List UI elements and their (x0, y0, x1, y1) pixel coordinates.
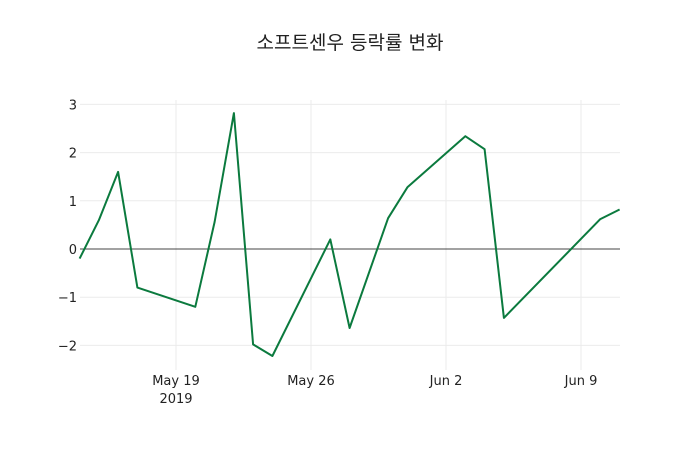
data-series (78, 112, 621, 357)
series-line (78, 112, 621, 357)
y-tick-label: 0 (69, 243, 77, 258)
x-tick-label: May 19 (152, 374, 200, 389)
y-tick-label: 1 (69, 195, 77, 210)
x-axis: May 19 2019 May 26 Jun 2 Jun 9 (152, 374, 597, 407)
gridlines (80, 100, 620, 370)
y-tick-label: −1 (58, 291, 77, 306)
x-tick-label: Jun 9 (564, 374, 598, 389)
x-tick-label: May 26 (287, 374, 335, 389)
y-tick-label: −2 (58, 339, 77, 354)
x-tick-label: Jun 2 (429, 374, 463, 389)
y-tick-label: 3 (69, 98, 77, 113)
y-axis: 3 2 1 0 −1 −2 (58, 98, 77, 354)
chart-title: 소프트센우 등락률 변화 (256, 32, 444, 54)
x-tick-year: 2019 (159, 392, 192, 407)
y-tick-label: 2 (69, 147, 77, 162)
